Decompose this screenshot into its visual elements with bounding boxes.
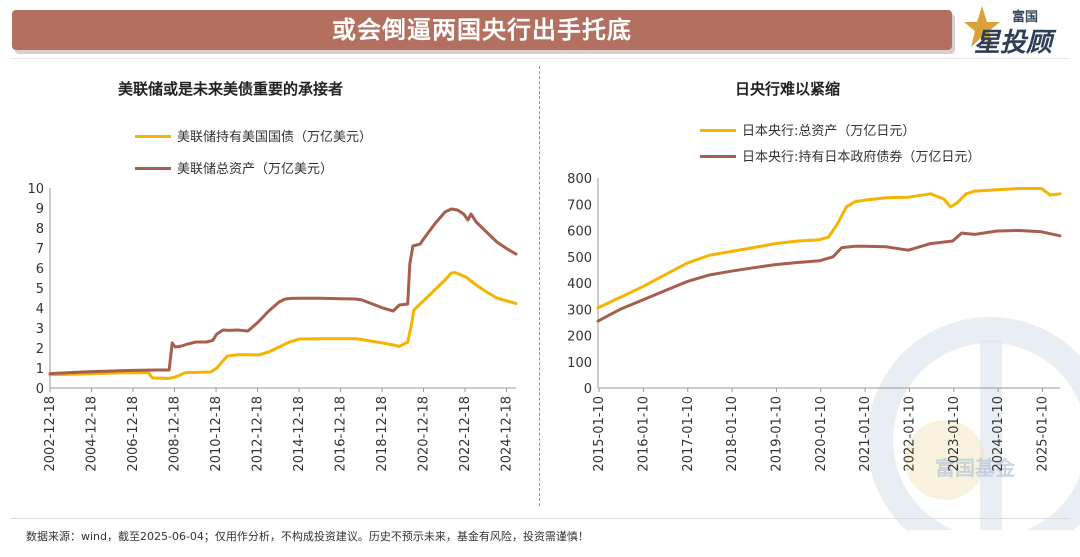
- series-line-1: [596, 187, 1062, 310]
- x-tick-label: 2021-01-10: [858, 396, 873, 472]
- legend-label: 日本央行:总资产（万亿日元）: [742, 124, 916, 139]
- x-tick-label: 2006-12-18: [126, 396, 141, 472]
- x-tick-label: 2022-12-18: [458, 396, 473, 472]
- x-tick-label: 2010-12-18: [209, 396, 224, 472]
- x-tick-label: 2019-01-10: [769, 396, 784, 472]
- y-tick-label: 5: [36, 282, 44, 297]
- y-tick-label: 0: [36, 382, 44, 397]
- panel-divider: [539, 66, 540, 506]
- x-tick-label: 2004-12-18: [85, 396, 100, 472]
- y-tick-label: 0: [584, 382, 592, 397]
- x-tick-label: 2008-12-18: [168, 396, 183, 472]
- page-title: 或会倒逼两国央行出手托底: [332, 16, 632, 44]
- x-tick-label: 2016-01-10: [636, 396, 651, 472]
- x-tick-label: 2014-12-18: [292, 396, 307, 472]
- legend-swatch: [700, 155, 736, 158]
- x-tick-label: 2015-01-10: [592, 396, 607, 472]
- series-line-2: [48, 207, 518, 376]
- series-line-1: [48, 271, 518, 380]
- legend-label: 美联储总资产（万亿美元）: [177, 162, 334, 177]
- x-tick-label: 2022-01-10: [902, 396, 917, 472]
- y-tick-label: 2: [36, 342, 44, 357]
- footer-rule: [10, 518, 1070, 519]
- legend-label: 美联储持有美国国债（万亿美元）: [177, 130, 373, 145]
- x-tick-label: 2002-12-18: [43, 396, 58, 472]
- logo-small-text: 富国: [1012, 10, 1039, 25]
- y-tick-label: 4: [36, 302, 44, 317]
- title-banner: 或会倒逼两国央行出手托底: [12, 10, 952, 50]
- y-tick-label: 6: [36, 262, 44, 277]
- x-tick-label: 2012-12-18: [251, 396, 266, 472]
- right-chart: 0 100 200 300 400 500 600 700 800 2015-01-10 2016-…: [567, 172, 1062, 472]
- y-tick-label: 700: [567, 198, 592, 213]
- y-tick-label: 100: [567, 356, 592, 371]
- y-tick-label: 1: [36, 362, 44, 377]
- x-tick-label: 2023-01-10: [947, 396, 962, 472]
- y-tick-label: 200: [567, 330, 592, 345]
- x-tick-label: 2018-12-18: [375, 396, 390, 472]
- right-chart-title: 日央行难以紧缩: [735, 80, 841, 98]
- header-rule: [10, 58, 1070, 59]
- y-tick-label: 10: [27, 182, 44, 197]
- x-tick-label: 2020-01-10: [814, 396, 829, 472]
- x-tick-label: 2024-12-18: [500, 396, 515, 472]
- y-tick-label: 600: [567, 225, 592, 240]
- y-tick-label: 9: [36, 202, 44, 217]
- watermark-text: 富国基金: [935, 456, 1015, 480]
- legend-swatch: [700, 129, 736, 132]
- x-tick-label: 2020-12-18: [417, 396, 432, 472]
- legend-swatch: [135, 167, 171, 170]
- x-tick-label: 2017-01-10: [681, 396, 696, 472]
- series-line-2: [596, 229, 1062, 323]
- x-tick-label: 2018-01-10: [725, 396, 740, 472]
- y-tick-label: 3: [36, 322, 44, 337]
- y-tick-label: 8: [36, 222, 44, 237]
- legend-swatch: [135, 135, 171, 138]
- x-tick-label: 2025-01-10: [1035, 396, 1050, 472]
- brand-logo: 富国 星投顾: [960, 4, 1075, 58]
- logo-big-text: 星投顾: [974, 28, 1053, 58]
- x-tick-label: 2024-01-10: [991, 396, 1006, 472]
- source-note: 数据来源：wind，截至2025-06-04；仅用作分析，不构成投资建议。历史不…: [26, 530, 589, 543]
- left-chart: 0 1 2 3 4 5 6 7 8 9 10 2002-12-18 2004-12-18 2006-12-…: [27, 182, 518, 472]
- left-chart-title: 美联储或是未来美债重要的承接者: [118, 80, 344, 98]
- y-tick-label: 300: [567, 303, 592, 318]
- y-tick-label: 7: [36, 242, 44, 257]
- legend-label: 日本央行:持有日本政府债券（万亿日元）: [742, 150, 981, 165]
- y-tick-label: 800: [567, 172, 592, 187]
- x-tick-label: 2016-12-18: [334, 396, 349, 472]
- y-tick-label: 400: [567, 277, 592, 292]
- y-tick-label: 500: [567, 251, 592, 266]
- star-icon: [964, 6, 1000, 47]
